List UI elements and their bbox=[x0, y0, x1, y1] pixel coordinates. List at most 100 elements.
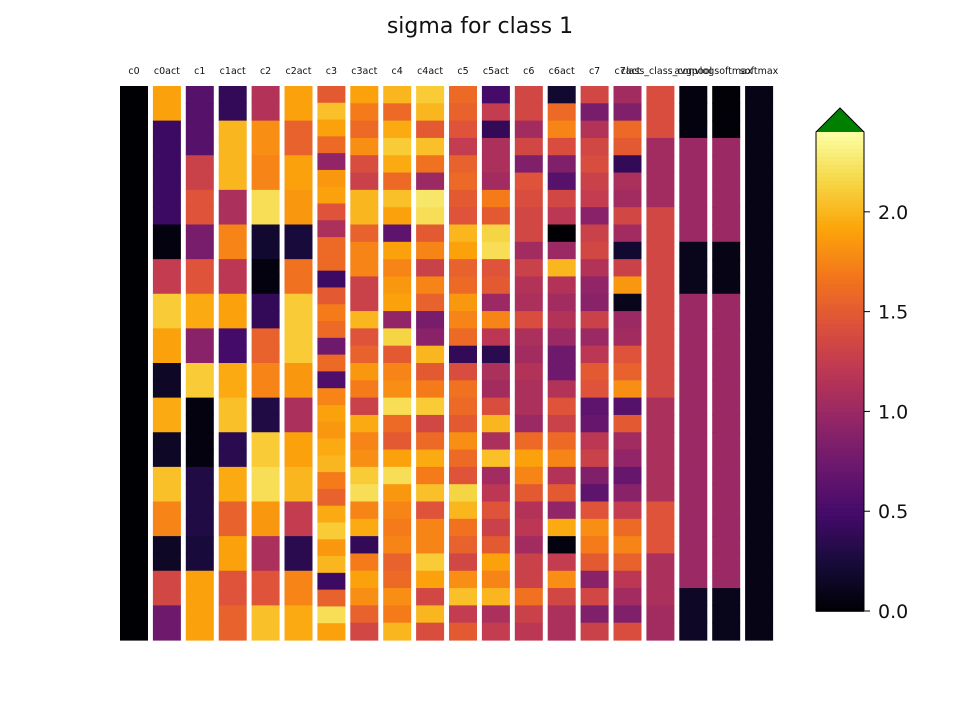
heatmap-cell bbox=[350, 397, 379, 416]
heatmap-cell bbox=[350, 363, 379, 381]
heatmap-cell bbox=[613, 172, 642, 191]
heatmap-cell bbox=[383, 259, 412, 278]
heatmap-cell bbox=[580, 207, 609, 226]
heatmap-cell bbox=[547, 432, 576, 451]
heatmap-cell bbox=[383, 432, 412, 451]
heatmap-cell bbox=[745, 311, 774, 329]
colorbar-segment bbox=[816, 163, 864, 169]
heatmap-cell bbox=[514, 363, 543, 381]
heatmap-cell bbox=[580, 120, 609, 139]
colorbar-segment bbox=[816, 299, 864, 305]
heatmap-cell bbox=[251, 328, 280, 347]
heatmap-cell bbox=[481, 536, 510, 555]
heatmap-cell bbox=[745, 588, 774, 606]
heatmap-cell bbox=[646, 553, 675, 572]
heatmap-cell bbox=[251, 432, 280, 451]
heatmap-cell bbox=[646, 449, 675, 468]
heatmap-cell bbox=[218, 276, 247, 295]
heatmap-cell bbox=[317, 572, 346, 591]
heatmap-cell bbox=[185, 518, 214, 537]
heatmap-cell bbox=[646, 345, 675, 364]
column-label: c1act bbox=[220, 66, 246, 77]
heatmap-cell bbox=[284, 276, 313, 295]
colorbar-segment bbox=[816, 331, 864, 337]
heatmap-cell bbox=[613, 103, 642, 122]
heatmap-cell bbox=[449, 536, 477, 555]
heatmap-cell bbox=[317, 220, 346, 238]
heatmap-cell bbox=[251, 397, 280, 416]
heatmap-cell bbox=[251, 293, 280, 312]
colorbar-segment bbox=[816, 391, 864, 397]
heatmap-cell bbox=[745, 501, 774, 520]
heatmap-cell bbox=[152, 137, 181, 156]
heatmap-cell bbox=[383, 605, 412, 624]
heatmap-cell bbox=[416, 397, 445, 416]
heatmap-cell bbox=[514, 432, 543, 451]
heatmap-cell bbox=[185, 449, 214, 468]
heatmap-cell bbox=[613, 432, 642, 451]
heatmap-cell bbox=[712, 86, 741, 104]
heatmap-cell bbox=[416, 414, 445, 433]
heatmap-cell bbox=[317, 388, 346, 406]
colorbar-segment bbox=[816, 291, 864, 297]
heatmap-cell bbox=[317, 488, 346, 507]
heatmap-cell bbox=[120, 484, 148, 503]
heatmap-cell bbox=[514, 414, 543, 433]
colorbar-segment bbox=[816, 175, 864, 181]
heatmap-cell bbox=[514, 120, 543, 139]
heatmap-cell bbox=[481, 605, 510, 624]
heatmap-cell bbox=[416, 380, 445, 399]
colorbar-segment bbox=[816, 187, 864, 193]
heatmap-cell bbox=[679, 345, 708, 364]
heatmap-cell bbox=[152, 293, 181, 312]
heatmap-cell bbox=[646, 466, 675, 485]
colorbar-segment bbox=[816, 475, 864, 481]
heatmap-cell bbox=[317, 623, 346, 641]
heatmap-cell bbox=[745, 432, 774, 451]
heatmap-cell bbox=[284, 414, 313, 433]
heatmap-cell bbox=[449, 120, 477, 139]
heatmap-cell bbox=[712, 397, 741, 416]
heatmap-cell bbox=[284, 120, 313, 139]
heatmap-cell bbox=[580, 466, 609, 485]
heatmap-cell bbox=[646, 207, 675, 226]
heatmap-cell bbox=[613, 570, 642, 589]
heatmap-cell bbox=[152, 311, 181, 329]
colorbar-segment bbox=[816, 219, 864, 225]
heatmap-cell bbox=[712, 207, 741, 226]
column-label: c6act bbox=[549, 66, 575, 77]
heatmap-cell bbox=[646, 103, 675, 122]
heatmap-cell bbox=[120, 414, 148, 433]
heatmap-cell bbox=[679, 172, 708, 191]
heatmap-cell bbox=[679, 622, 708, 641]
heatmap-cell bbox=[251, 311, 280, 329]
heatmap-cell bbox=[449, 622, 477, 641]
heatmap-cell bbox=[449, 466, 477, 485]
colorbar-segment bbox=[816, 351, 864, 357]
colorbar-segment bbox=[816, 363, 864, 369]
heatmap-cell bbox=[712, 605, 741, 624]
colorbar-segment bbox=[816, 483, 864, 489]
heatmap-cell bbox=[218, 103, 247, 122]
heatmap-cell bbox=[613, 345, 642, 364]
heatmap-cell bbox=[317, 304, 346, 322]
heatmap-cell bbox=[580, 518, 609, 537]
colorbar-segment bbox=[816, 583, 864, 588]
heatmap-cell bbox=[481, 622, 510, 641]
heatmap-cell bbox=[547, 380, 576, 399]
heatmap-cell bbox=[514, 380, 543, 399]
heatmap-cell bbox=[416, 276, 445, 295]
heatmap-cell bbox=[284, 432, 313, 451]
heatmap-cell bbox=[613, 380, 642, 399]
heatmap-cell bbox=[745, 363, 774, 381]
heatmap-cell bbox=[613, 189, 642, 208]
heatmap-cell bbox=[185, 570, 214, 589]
heatmap-cell bbox=[416, 207, 445, 226]
colorbar-segment bbox=[816, 539, 864, 544]
colorbar-segment bbox=[816, 211, 864, 217]
heatmap-cell bbox=[185, 553, 214, 572]
heatmap-cell bbox=[317, 287, 346, 305]
heatmap-cell bbox=[284, 224, 313, 243]
heatmap-cell bbox=[185, 605, 214, 624]
heatmap-cell bbox=[120, 363, 148, 381]
